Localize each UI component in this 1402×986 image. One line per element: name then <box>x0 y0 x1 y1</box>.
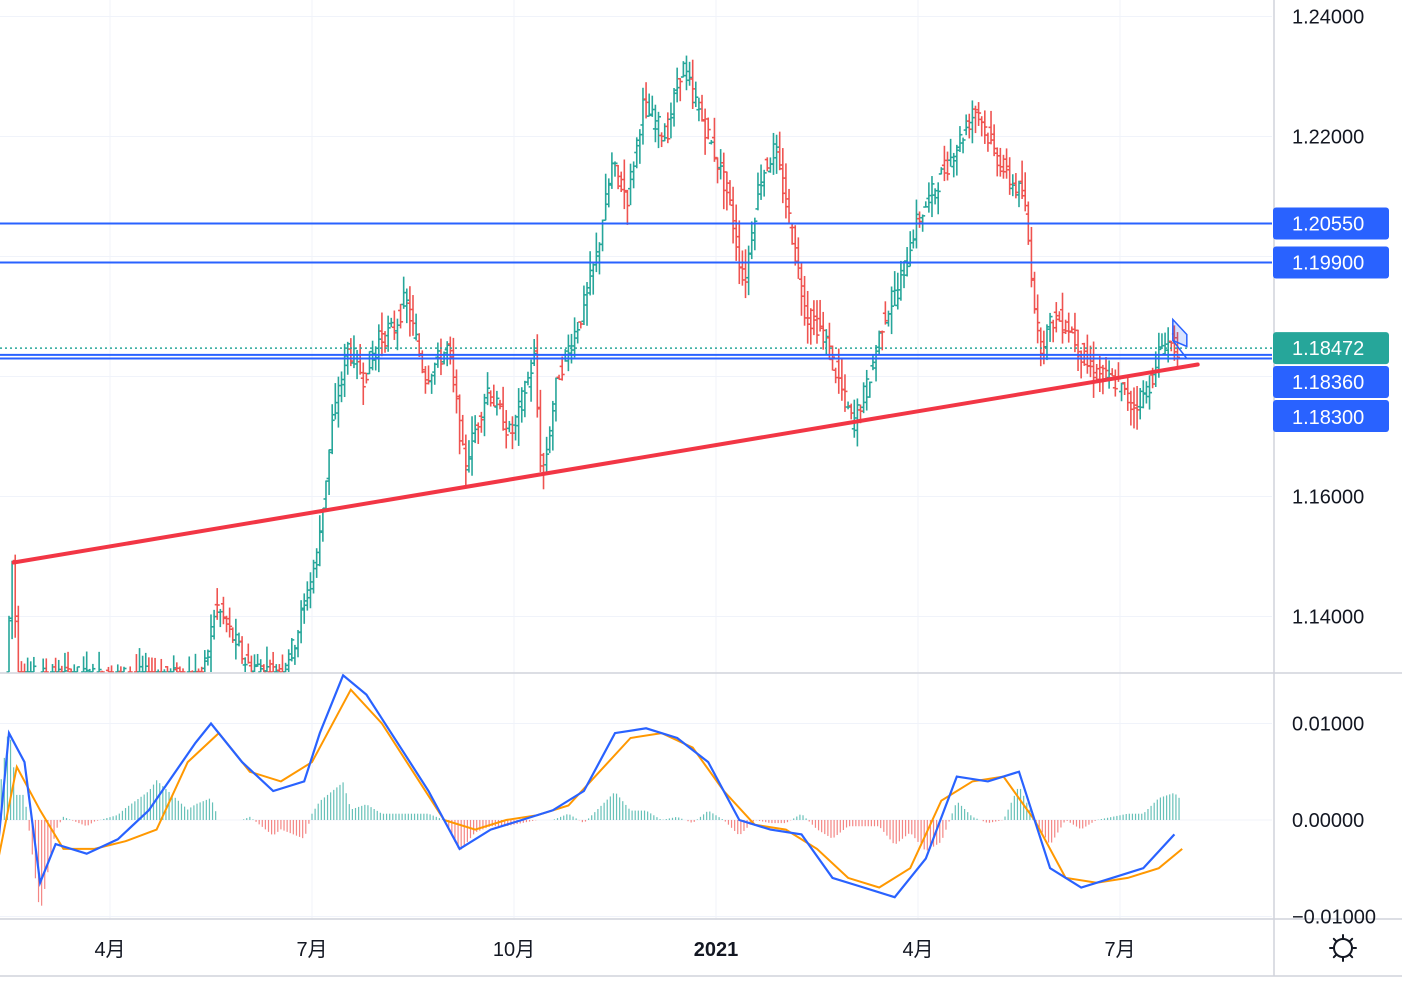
badge-1.19900-text: 1.19900 <box>1292 253 1364 275</box>
badge-1.19900: 1.19900 <box>1273 246 1389 279</box>
pattern-channel <box>1172 317 1188 348</box>
badge-1.18300-bg <box>1273 400 1389 432</box>
price-tick-label: 1.16000 <box>1292 487 1364 509</box>
price-tick-label: 1.22000 <box>1292 127 1364 149</box>
badge-1.18360-text: 1.18360 <box>1292 372 1364 394</box>
trendline <box>11 362 1200 565</box>
time-tick-label: 7月 <box>296 939 327 961</box>
badge-last-price-text: 1.18472 <box>1292 338 1364 360</box>
badge-1.18360-bg <box>1273 366 1389 398</box>
grid <box>0 0 1272 920</box>
badge-last-price: 1.18472 <box>1273 332 1389 365</box>
price-badges: 1.20550 1.19900 1.18360 1.18300 1.18472 <box>1273 207 1389 432</box>
badge-1.18300: 1.18300 <box>1273 400 1389 432</box>
macd-line <box>0 673 1176 899</box>
macd-tick-label: −0.01000 <box>1292 906 1376 928</box>
time-tick-label: 2021 <box>694 939 739 961</box>
badge-last-price-bg <box>1273 332 1389 365</box>
horizontal-lines <box>0 222 1272 360</box>
badge-1.18360: 1.18360 <box>1273 366 1389 398</box>
time-tick-label: 10月 <box>493 939 535 961</box>
price-tick-label: 1.14000 <box>1292 607 1364 629</box>
macd-tick-label: 0.00000 <box>1292 810 1364 832</box>
macd-lines <box>0 673 1183 899</box>
settings-gear-icon[interactable] <box>1329 934 1357 962</box>
badge-1.20550-bg <box>1273 207 1389 240</box>
badge-1.20550-text: 1.20550 <box>1292 214 1364 236</box>
time-tick-label: 7月 <box>1104 939 1135 961</box>
candles <box>6 55 1180 673</box>
overlays <box>11 317 1200 565</box>
price-tick-label: 1.24000 <box>1292 7 1364 29</box>
badge-1.18300-text: 1.18300 <box>1292 407 1364 429</box>
time-tick-label: 4月 <box>94 939 125 961</box>
time-tick-label: 4月 <box>902 939 933 961</box>
badge-1.20550: 1.20550 <box>1273 207 1389 240</box>
macd-tick-label: 0.01000 <box>1292 713 1364 735</box>
macd-histogram <box>0 736 1180 906</box>
badge-1.19900-bg <box>1273 246 1389 279</box>
pattern-line <box>1172 340 1188 359</box>
